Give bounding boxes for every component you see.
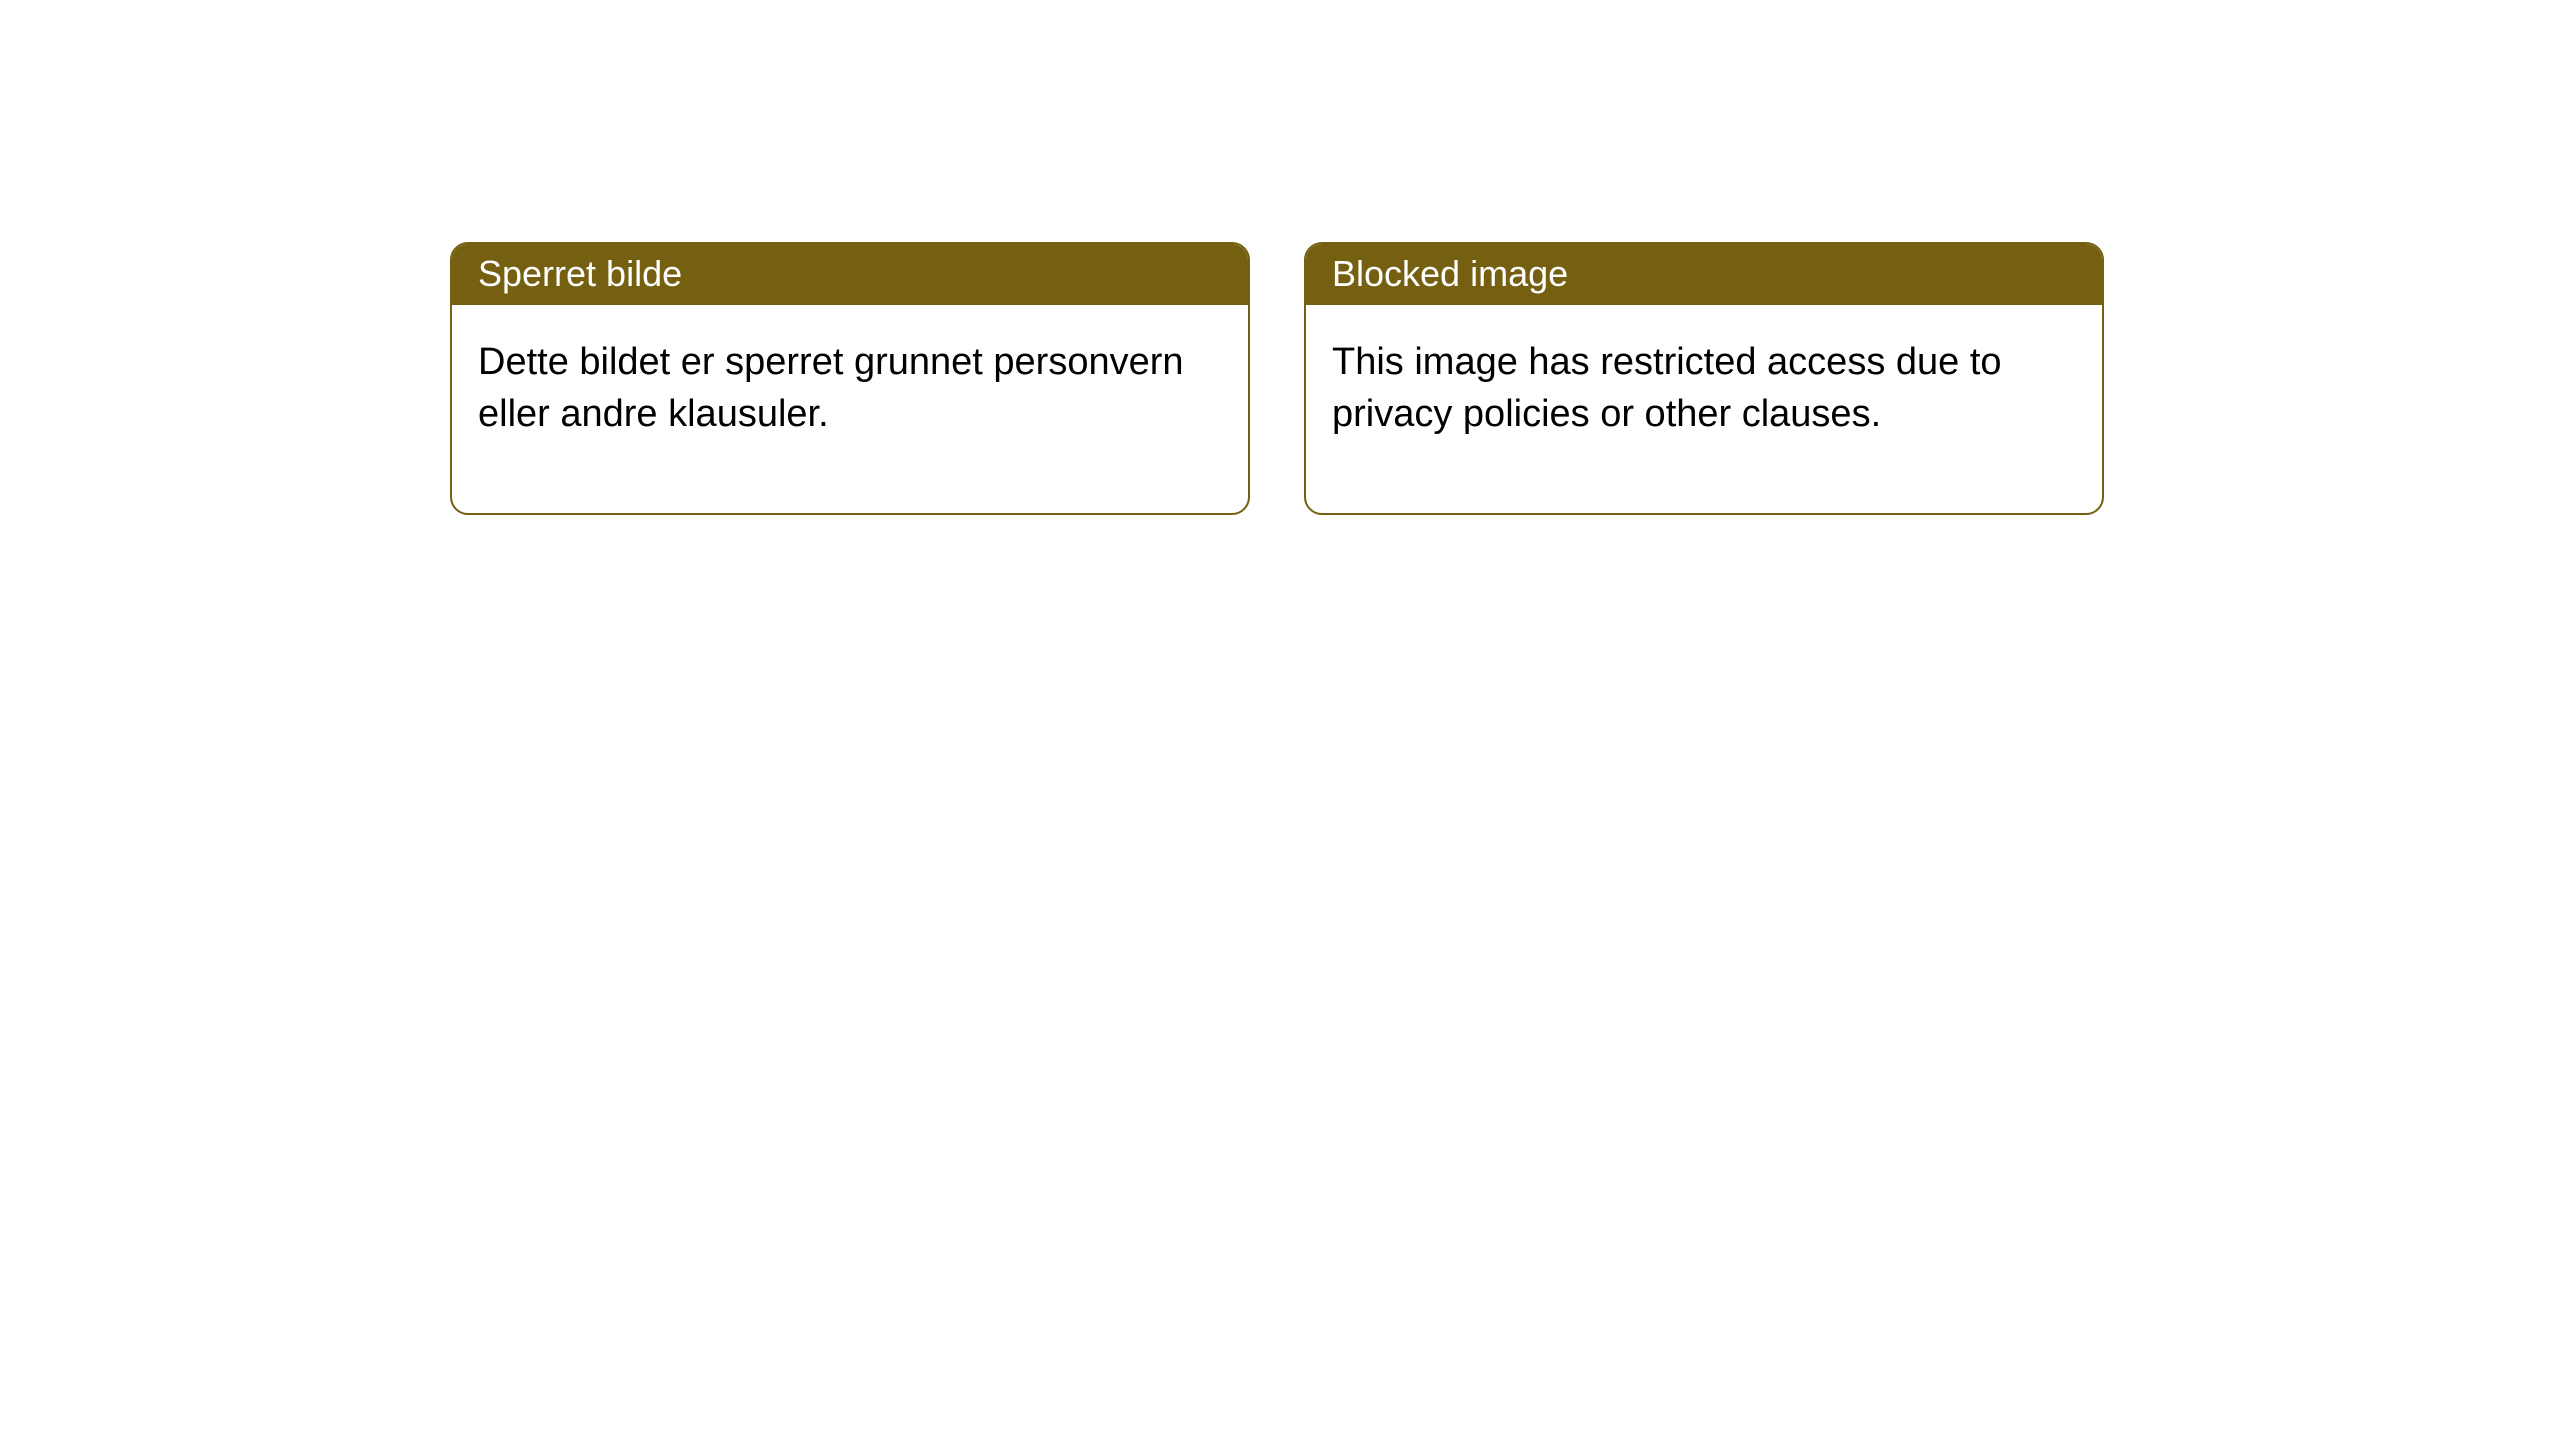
notice-card-english: Blocked image This image has restricted …	[1304, 242, 2104, 515]
notice-header: Blocked image	[1306, 244, 2102, 305]
notice-card-norwegian: Sperret bilde Dette bildet er sperret gr…	[450, 242, 1250, 515]
notice-container: Sperret bilde Dette bildet er sperret gr…	[450, 242, 2104, 515]
notice-body: This image has restricted access due to …	[1306, 305, 2102, 512]
notice-header: Sperret bilde	[452, 244, 1248, 305]
notice-body: Dette bildet er sperret grunnet personve…	[452, 305, 1248, 512]
